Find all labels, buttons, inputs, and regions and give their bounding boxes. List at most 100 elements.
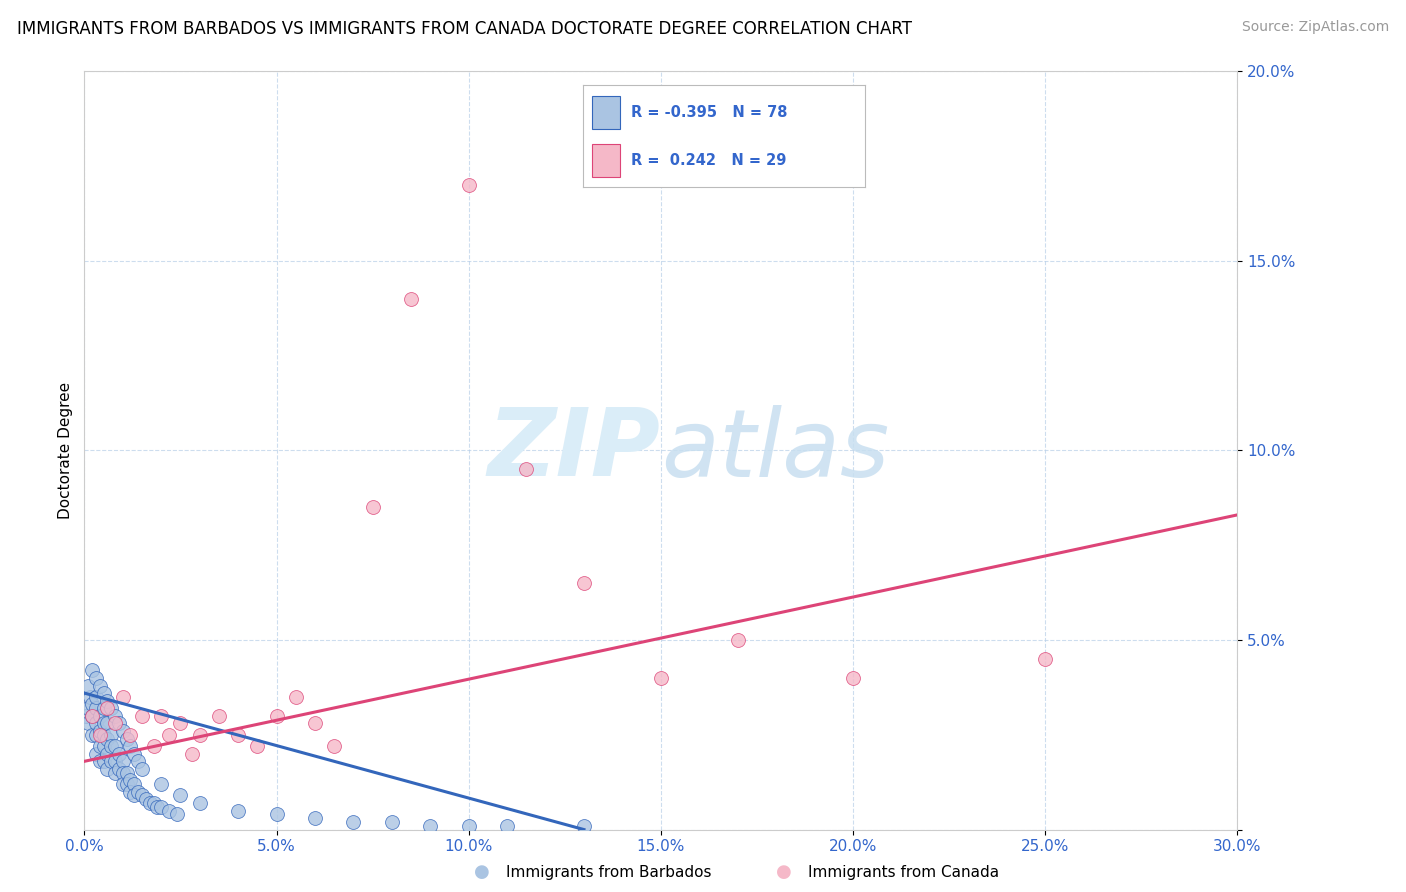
- Point: [135, 792, 157, 806]
- Point: [89, 755, 111, 769]
- Point: [115, 731, 138, 746]
- Text: Source: ZipAtlas.com: Source: ZipAtlas.com: [1241, 20, 1389, 34]
- Point: [111, 724, 134, 739]
- Point: [142, 739, 165, 753]
- Point: [124, 777, 146, 791]
- Point: [127, 755, 149, 769]
- Text: ●: ●: [474, 863, 489, 881]
- Point: [169, 716, 191, 731]
- Point: [1033, 652, 1056, 666]
- Point: [138, 796, 160, 810]
- Point: [457, 178, 479, 193]
- Point: [79, 690, 101, 704]
- Point: [120, 773, 142, 788]
- Point: [108, 762, 131, 776]
- Point: [96, 694, 118, 708]
- Point: [100, 739, 122, 753]
- Point: [208, 708, 231, 723]
- Point: [188, 796, 211, 810]
- Point: [727, 633, 749, 648]
- Point: [150, 708, 173, 723]
- Bar: [592, 96, 620, 128]
- Point: [104, 755, 127, 769]
- Point: [100, 728, 122, 742]
- Point: [89, 708, 111, 723]
- Point: [142, 796, 165, 810]
- Point: [80, 708, 103, 723]
- Point: [650, 671, 672, 685]
- Point: [381, 815, 404, 830]
- Point: [361, 500, 384, 515]
- Point: [89, 728, 111, 742]
- Text: ZIP: ZIP: [488, 404, 661, 497]
- Point: [89, 724, 111, 739]
- Point: [120, 739, 142, 753]
- Point: [169, 789, 191, 803]
- Point: [515, 462, 537, 476]
- Point: [157, 804, 180, 818]
- Text: R = -0.395   N = 78: R = -0.395 N = 78: [631, 105, 787, 120]
- Point: [80, 728, 103, 742]
- Point: [304, 811, 326, 825]
- Point: [80, 698, 103, 712]
- Point: [457, 819, 479, 833]
- Point: [80, 664, 103, 678]
- Point: [96, 716, 118, 731]
- Text: atlas: atlas: [661, 405, 889, 496]
- Point: [157, 728, 180, 742]
- Point: [115, 777, 138, 791]
- Point: [266, 708, 288, 723]
- Point: [166, 807, 188, 822]
- Point: [150, 800, 173, 814]
- Point: [111, 777, 134, 791]
- Point: [226, 728, 249, 742]
- Point: [419, 819, 441, 833]
- Point: [115, 765, 138, 780]
- Point: [323, 739, 346, 753]
- Point: [93, 739, 115, 753]
- Point: [266, 807, 288, 822]
- Point: [77, 679, 100, 693]
- Point: [84, 716, 107, 731]
- Point: [842, 671, 865, 685]
- Point: [146, 800, 169, 814]
- Point: [96, 747, 118, 761]
- Point: [104, 716, 127, 731]
- Y-axis label: Doctorate Degree: Doctorate Degree: [58, 382, 73, 519]
- Point: [188, 728, 211, 742]
- Point: [96, 731, 118, 746]
- Point: [181, 747, 204, 761]
- Point: [120, 728, 142, 742]
- Point: [246, 739, 269, 753]
- Point: [131, 762, 153, 776]
- Point: [104, 765, 127, 780]
- Text: Immigrants from Barbados: Immigrants from Barbados: [506, 865, 711, 880]
- Point: [124, 789, 146, 803]
- Point: [77, 716, 100, 731]
- Point: [572, 576, 595, 591]
- Point: [304, 716, 326, 731]
- Point: [131, 789, 153, 803]
- Point: [93, 716, 115, 731]
- Point: [127, 785, 149, 799]
- Text: IMMIGRANTS FROM BARBADOS VS IMMIGRANTS FROM CANADA DOCTORATE DEGREE CORRELATION : IMMIGRANTS FROM BARBADOS VS IMMIGRANTS F…: [17, 20, 912, 37]
- Text: ●: ●: [776, 863, 792, 881]
- Point: [75, 708, 97, 723]
- Point: [111, 765, 134, 780]
- Point: [226, 804, 249, 818]
- Point: [342, 815, 364, 830]
- Point: [84, 690, 107, 704]
- Point: [108, 747, 131, 761]
- Point: [93, 701, 115, 715]
- Point: [77, 701, 100, 715]
- Point: [96, 701, 118, 715]
- Point: [131, 708, 153, 723]
- Point: [84, 671, 107, 685]
- Point: [80, 708, 103, 723]
- Point: [84, 728, 107, 742]
- Point: [89, 739, 111, 753]
- Point: [111, 690, 134, 704]
- Point: [124, 747, 146, 761]
- Point: [284, 690, 307, 704]
- Point: [120, 785, 142, 799]
